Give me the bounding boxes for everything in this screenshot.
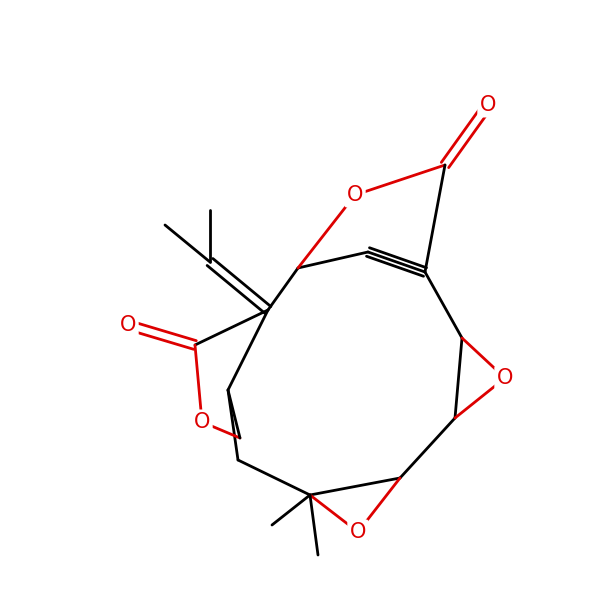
Text: O: O xyxy=(120,315,136,335)
Text: O: O xyxy=(497,368,513,388)
Text: O: O xyxy=(350,522,366,542)
Text: O: O xyxy=(194,412,210,432)
Text: O: O xyxy=(480,95,496,115)
Text: O: O xyxy=(347,185,363,205)
